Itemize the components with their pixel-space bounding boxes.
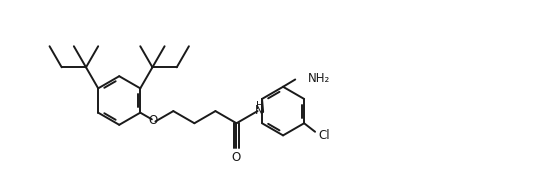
Text: O: O — [149, 114, 158, 127]
Text: NH₂: NH₂ — [309, 72, 330, 85]
Text: O: O — [232, 151, 241, 164]
Text: H: H — [255, 101, 263, 111]
Text: N: N — [255, 104, 264, 117]
Text: Cl: Cl — [319, 129, 330, 142]
